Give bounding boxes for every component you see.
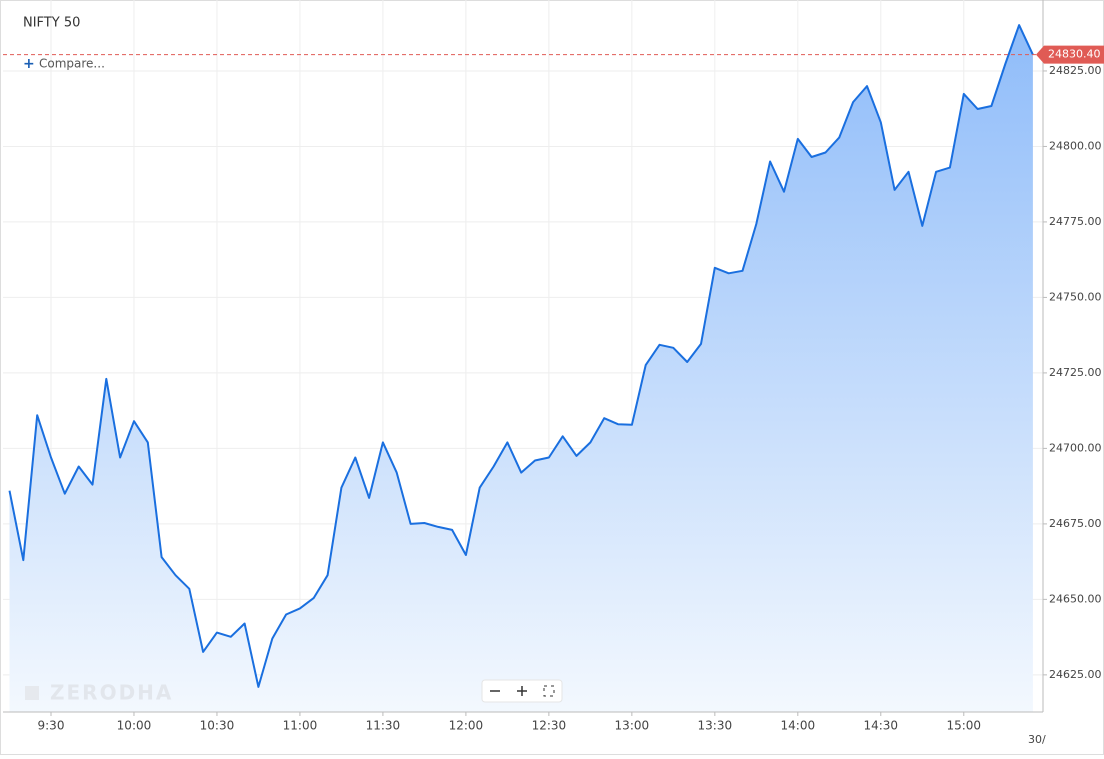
y-tick-label: 24800.00 [1049,139,1102,152]
last-price-tag [1036,45,1104,64]
y-tick-label: 24625.00 [1049,668,1102,681]
price-line [8,24,1034,688]
chart-title: NIFTY 50 [23,16,80,31]
zoom-controls [481,679,563,703]
x-tick-label: 10:30 [200,719,235,733]
y-tick-label: 24825.00 [1049,64,1102,77]
compare-icon[interactable]: + [23,56,35,72]
watermark-icon [25,686,39,700]
y-tick-label: 24700.00 [1049,441,1102,454]
last-price-label: 24830.40 [1048,48,1101,61]
x-tick-label: 14:30 [863,719,898,733]
x-tick-label: 15:00 [946,719,981,733]
y-tick-label: 24750.00 [1049,290,1102,303]
y-tick-label: 24650.00 [1049,592,1102,605]
y-tick-label: 24775.00 [1049,215,1102,228]
x-tick-label: 12:30 [532,719,567,733]
y-tick-label: 24675.00 [1049,517,1102,530]
area [9,25,1033,713]
x-tick-label: 11:30 [366,719,401,733]
x-tick-label: 10:00 [117,719,152,733]
x-tick-label: 11:00 [283,719,318,733]
y-tick-label: 24725.00 [1049,366,1102,379]
x-tick-label: 13:30 [698,719,733,733]
x-tick-label: 13:00 [615,719,650,733]
compare-link[interactable]: Compare... [39,57,105,71]
x-tick-label: 12:00 [449,719,484,733]
date-label: 30/ [1028,733,1046,746]
watermark: ZERODHA [50,681,173,705]
fullscreen[interactable] [543,685,555,697]
x-tick-label: 9:30 [38,719,65,733]
x-tick-label: 14:00 [781,719,816,733]
